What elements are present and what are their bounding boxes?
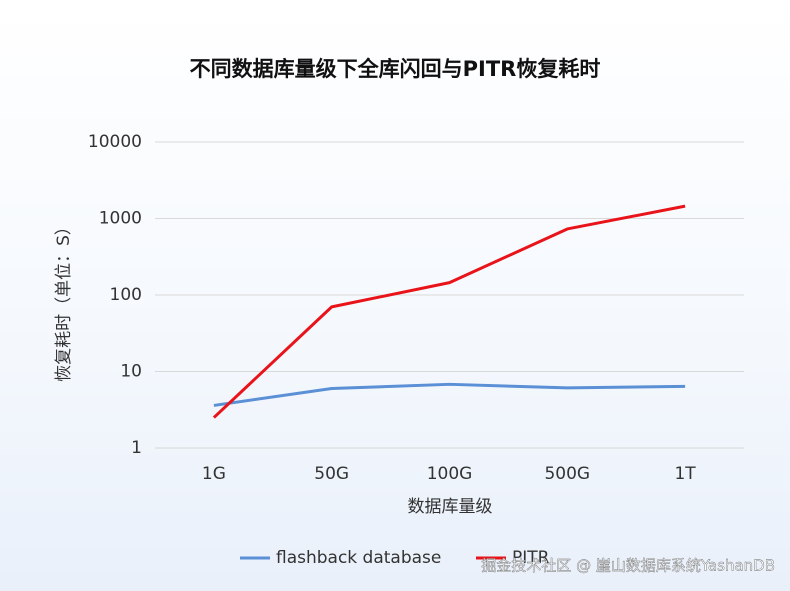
x-tick-label: 500G bbox=[544, 464, 590, 484]
y-tick-label: 1000 bbox=[99, 209, 142, 229]
x-tick-label: 1T bbox=[674, 464, 696, 484]
x-tick-label: 50G bbox=[314, 464, 349, 484]
legend-label: PITR bbox=[512, 548, 550, 568]
chart-title: 不同数据库量级下全库闪回与PITR恢复耗时 bbox=[190, 57, 601, 81]
legend-label: flashback database bbox=[276, 548, 441, 568]
x-tick-label: 1G bbox=[202, 464, 226, 484]
watermark: 掘金技术社区 @ 崖山数据库系统YashanDB bbox=[481, 557, 775, 575]
y-axis-label: 恢复耗时（单位：S） bbox=[54, 218, 74, 382]
y-tick-label: 10000 bbox=[88, 132, 142, 152]
x-tick-label: 100G bbox=[427, 464, 473, 484]
line-series bbox=[213, 382, 686, 407]
y-tick-label: 1 bbox=[131, 438, 142, 458]
y-tick-label: 100 bbox=[110, 285, 142, 305]
x-axis-label: 数据库量级 bbox=[408, 497, 493, 517]
line-series bbox=[212, 204, 686, 419]
y-tick-label: 10 bbox=[120, 362, 142, 382]
